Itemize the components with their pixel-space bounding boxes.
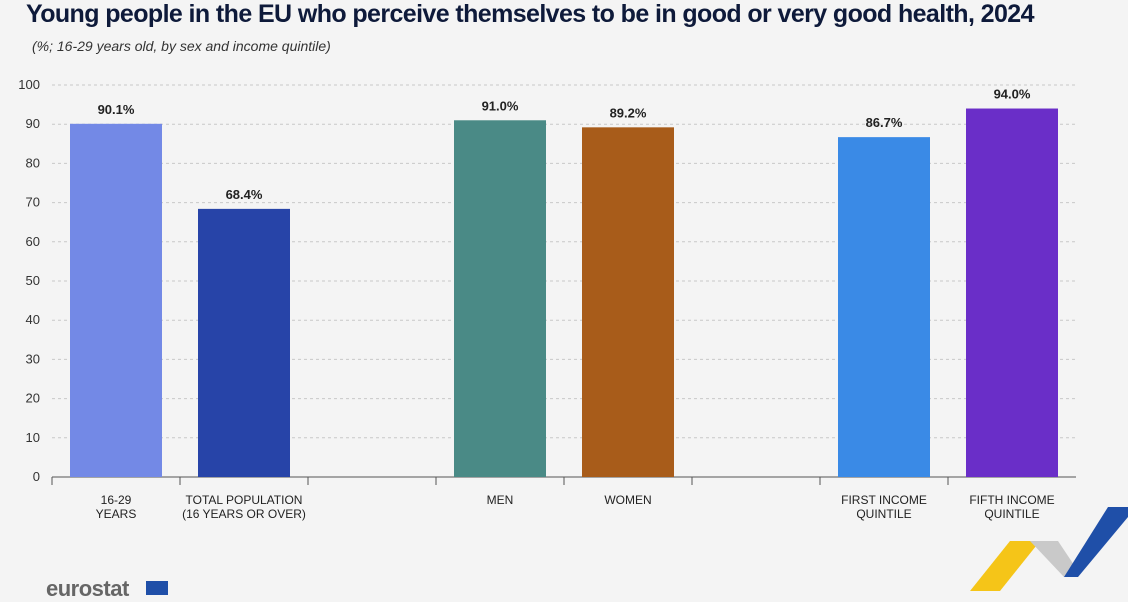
deco-blue-shape <box>1064 507 1128 577</box>
y-tick-label: 100 <box>18 77 40 92</box>
y-tick-label: 10 <box>26 430 40 445</box>
bar <box>70 123 162 478</box>
eurostat-logo: eurostat <box>46 576 129 601</box>
deco-yellow-shape <box>970 541 1040 591</box>
bar <box>582 127 674 477</box>
bar-value-label: 94.0% <box>994 87 1031 102</box>
bar-value-label: 89.2% <box>610 105 647 120</box>
y-tick-label: 40 <box>26 312 40 327</box>
category-label: WOMEN <box>604 493 651 507</box>
category-label: YEARS <box>96 507 137 521</box>
axes <box>51 476 1076 485</box>
category-label: FIFTH INCOME <box>969 493 1054 507</box>
category-label: TOTAL POPULATION <box>186 493 303 507</box>
y-tick-label: 20 <box>26 391 40 406</box>
y-tick-label: 60 <box>26 234 40 249</box>
chart-subtitle: (%; 16-29 years old, by sex and income q… <box>32 38 331 54</box>
category-label: QUINTILE <box>856 507 911 521</box>
bar-value-label: 86.7% <box>866 115 903 130</box>
bar-value-label: 91.0% <box>482 98 519 113</box>
y-tick-label: 90 <box>26 116 40 131</box>
y-tick-label: 80 <box>26 155 40 170</box>
y-tick-label: 30 <box>26 351 40 366</box>
deco-grey-shape <box>1030 541 1078 577</box>
y-tick-label: 70 <box>26 195 40 210</box>
y-tick-label: 50 <box>26 273 40 288</box>
bar <box>198 208 290 477</box>
chart-title: Young people in the EU who perceive them… <box>26 0 1034 28</box>
category-label: (16 YEARS OR OVER) <box>182 507 306 521</box>
decorative-swoosh-icon <box>970 507 1128 591</box>
bar-value-label: 90.1% <box>98 102 135 117</box>
category-label: 16-29 <box>101 493 132 507</box>
y-tick-label: 0 <box>33 469 40 484</box>
bar-value-label: 68.4% <box>226 187 263 202</box>
bar <box>454 120 546 477</box>
bar <box>966 108 1058 478</box>
eu-flag-icon <box>146 581 168 595</box>
category-label: QUINTILE <box>984 507 1039 521</box>
bar <box>838 137 930 478</box>
bars <box>70 108 1058 478</box>
category-label: MEN <box>487 493 514 507</box>
category-label: FIRST INCOME <box>841 493 927 507</box>
